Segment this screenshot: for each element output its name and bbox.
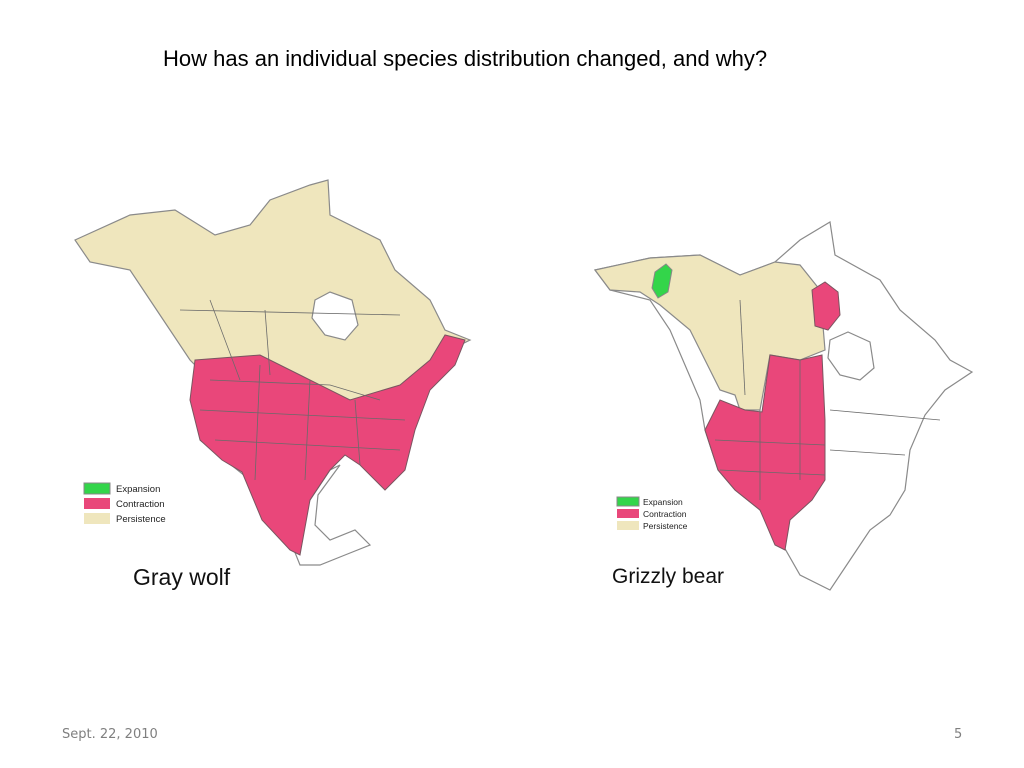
slide-title: How has an individual species distributi…	[163, 46, 768, 71]
legend-swatch	[617, 509, 639, 518]
hudson-bay	[311, 291, 359, 341]
state-border	[199, 409, 406, 421]
hudson-bay	[827, 331, 875, 381]
legend-label: Persistence	[643, 521, 688, 531]
persistence-region	[593, 254, 826, 411]
province-border	[179, 309, 401, 316]
province-border	[264, 309, 271, 376]
state-border	[719, 469, 826, 476]
state-borders	[209, 379, 381, 401]
expansion-region	[651, 263, 673, 299]
state-border	[304, 379, 311, 481]
legend-swatch	[616, 496, 640, 507]
legend-label: Persistence	[116, 514, 166, 525]
state-border	[214, 439, 401, 451]
state-border	[829, 449, 906, 456]
legend-label: Expansion	[116, 484, 160, 495]
map-label: Gray wolf	[133, 564, 231, 590]
province-border	[739, 299, 746, 396]
legend-label: Expansion	[643, 497, 683, 507]
persistence-region	[74, 179, 472, 401]
page-number: 5	[954, 727, 963, 742]
legend-swatch	[617, 521, 639, 530]
footer-date: Sept. 22, 2010	[62, 727, 158, 742]
state-border	[254, 364, 261, 481]
gray-wolf-map: Expansion Contraction Persistence Gray w…	[74, 179, 472, 590]
contraction-region	[811, 281, 841, 331]
legend-label: Contraction	[116, 499, 165, 510]
state-border	[714, 439, 826, 446]
grizzly-bear-map: Expansion Contraction Persistence Grizzl…	[593, 221, 974, 591]
state-border	[829, 409, 941, 421]
legend-swatch	[84, 513, 110, 524]
province-border	[209, 299, 241, 381]
legend-swatch	[83, 482, 111, 495]
map-label: Grizzly bear	[612, 565, 724, 588]
legend-swatch	[84, 498, 110, 509]
state-border	[354, 399, 361, 466]
contraction-region	[704, 354, 826, 551]
legend-label: Contraction	[643, 509, 687, 519]
